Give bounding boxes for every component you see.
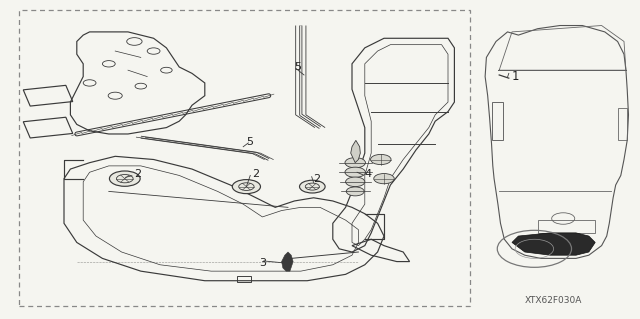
- Polygon shape: [351, 140, 360, 163]
- Bar: [618, 108, 627, 140]
- Text: 5: 5: [294, 62, 301, 72]
- Polygon shape: [512, 233, 595, 255]
- Circle shape: [300, 180, 325, 193]
- Circle shape: [346, 177, 365, 187]
- Text: 2: 2: [134, 169, 141, 179]
- Text: XTX62F030A: XTX62F030A: [525, 296, 582, 305]
- Circle shape: [345, 158, 365, 168]
- Circle shape: [109, 171, 140, 186]
- Text: 1: 1: [511, 70, 519, 83]
- Text: 5: 5: [246, 137, 253, 147]
- Bar: [237, 276, 251, 282]
- Text: 3: 3: [259, 258, 266, 268]
- Bar: [492, 102, 503, 140]
- Bar: [538, 220, 595, 233]
- Text: 4: 4: [364, 169, 372, 179]
- Circle shape: [374, 174, 394, 184]
- Bar: [19, 10, 470, 306]
- Text: 2: 2: [252, 169, 260, 179]
- Circle shape: [232, 180, 260, 194]
- Circle shape: [371, 154, 391, 165]
- Circle shape: [346, 187, 364, 196]
- Circle shape: [345, 167, 365, 177]
- Polygon shape: [282, 252, 293, 271]
- Text: 2: 2: [313, 174, 321, 184]
